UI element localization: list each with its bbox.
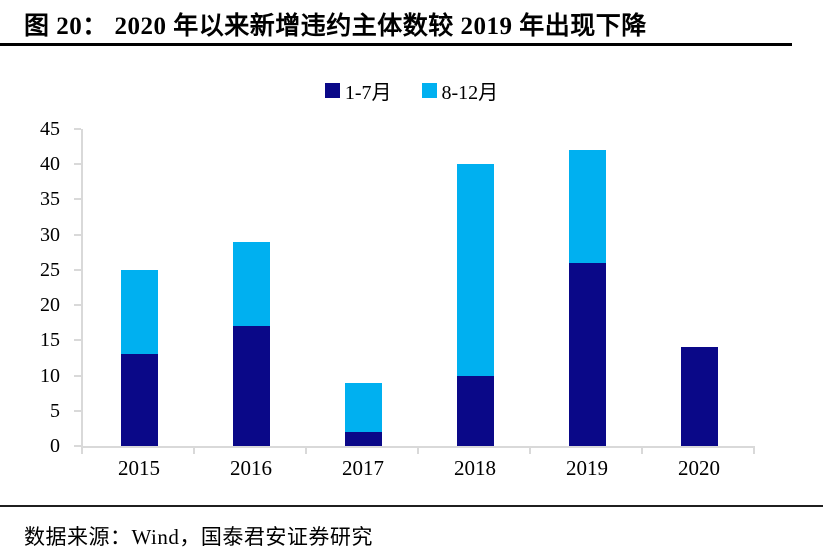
bar-segment-2018-1-7月	[456, 375, 494, 446]
legend-label-aug-dec: 8-12月	[441, 82, 499, 104]
bar-2017	[344, 382, 382, 446]
bar-2019	[568, 150, 606, 446]
bar-segment-2017-8-12月	[344, 382, 382, 432]
footer-divider	[0, 505, 823, 507]
y-tick-label-0: 0	[50, 435, 60, 457]
x-tick	[529, 448, 531, 454]
x-tick-label-2017: 2017	[342, 456, 384, 480]
y-tick-label-40: 40	[40, 153, 60, 176]
bar-segment-2017-1-7月	[344, 431, 382, 446]
bar-segment-2016-1-7月	[232, 326, 270, 446]
bar-2018	[456, 164, 494, 446]
y-tick	[74, 233, 81, 236]
category-slot-2017	[307, 129, 419, 446]
category-slot-2020	[643, 129, 755, 446]
bar-2016	[232, 241, 270, 446]
y-tick	[74, 445, 81, 447]
legend-swatch-jan-jul-icon	[324, 83, 340, 98]
bar-segment-2019-8-12月	[568, 150, 606, 263]
y-tick	[74, 268, 81, 271]
y-tick-label-10: 10	[40, 364, 60, 387]
y-tick	[74, 128, 81, 130]
x-tick-label-2016: 2016	[230, 456, 272, 480]
legend-item-aug-dec: 8-12月	[421, 76, 499, 105]
x-tick-label-2018: 2018	[454, 456, 496, 480]
x-tick-label-2015: 2015	[118, 456, 160, 480]
y-tick	[74, 409, 81, 412]
category-slot-2019	[531, 129, 643, 446]
legend-swatch-aug-dec-icon	[421, 83, 437, 98]
x-tick	[641, 448, 643, 454]
legend-label-jan-jul: 1-7月	[344, 82, 392, 104]
y-tick-label-20: 20	[40, 294, 60, 317]
y-tick-label-15: 15	[40, 329, 60, 352]
figure-title: 图 20： 2020 年以来新增违约主体数较 2019 年出现下降	[24, 13, 647, 40]
category-slot-2018	[419, 129, 531, 446]
x-tick	[753, 448, 755, 454]
y-tick	[74, 198, 81, 201]
legend-item-jan-jul: 1-7月	[324, 76, 392, 105]
y-tick	[74, 163, 81, 166]
y-tick	[74, 374, 81, 377]
chart-legend: 1-7月 8-12月	[0, 76, 823, 105]
source-note: 数据来源：Wind，国泰君安证券研究	[24, 525, 373, 549]
bar-segment-2019-1-7月	[568, 262, 606, 446]
y-tick-label-30: 30	[40, 223, 60, 246]
y-tick-label-35: 35	[40, 188, 60, 211]
y-tick-label-45: 45	[40, 118, 60, 140]
x-tick	[417, 448, 419, 454]
x-tick	[305, 448, 307, 454]
plot-area	[81, 129, 755, 448]
y-tick-label-5: 5	[50, 399, 60, 422]
y-tick	[74, 339, 81, 342]
bar-segment-2018-8-12月	[456, 164, 494, 376]
title-divider	[0, 43, 792, 46]
category-slot-2016	[195, 129, 307, 446]
x-tick	[193, 448, 195, 454]
y-tick-label-25: 25	[40, 258, 60, 281]
category-slot-2015	[83, 129, 195, 446]
y-tick	[74, 304, 81, 307]
bar-segment-2015-8-12月	[120, 269, 158, 355]
stacked-bar-chart: 0 5 10 15 20 25 30 35 40 45 2015 2016 2017 2018 2019 20…	[0, 118, 823, 489]
bar-segment-2015-1-7月	[120, 354, 158, 446]
bar-2020	[680, 347, 718, 446]
bar-segment-2020-1-7月	[680, 347, 718, 446]
bar-segment-2016-8-12月	[232, 241, 270, 327]
bar-2015	[120, 269, 158, 446]
x-tick-label-2019: 2019	[566, 456, 608, 480]
x-tick	[81, 448, 83, 454]
x-tick-label-2020: 2020	[678, 456, 720, 480]
